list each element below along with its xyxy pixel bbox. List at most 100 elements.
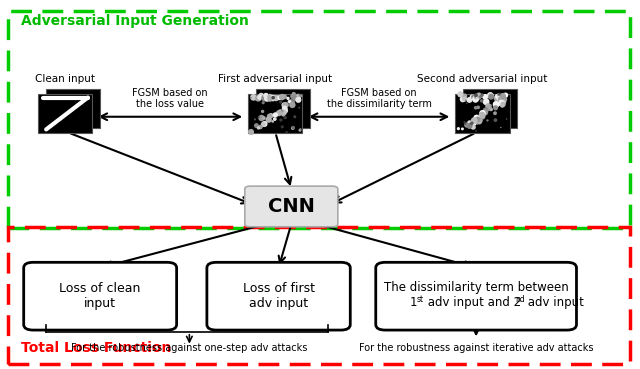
Point <box>252 123 262 128</box>
Point <box>250 117 260 123</box>
Point <box>469 120 479 126</box>
Point <box>465 97 475 103</box>
FancyBboxPatch shape <box>456 94 509 132</box>
Point <box>264 117 274 123</box>
Point <box>481 107 491 113</box>
Point <box>490 110 500 116</box>
Point <box>294 95 305 101</box>
Point <box>253 125 264 131</box>
Point <box>292 93 303 99</box>
Point <box>480 110 490 115</box>
Point <box>278 110 289 115</box>
Point <box>458 96 468 102</box>
Point <box>264 113 275 119</box>
Point <box>290 114 300 120</box>
Text: For the robustness against one-step adv attacks: For the robustness against one-step adv … <box>71 343 308 353</box>
Point <box>291 94 301 100</box>
Point <box>460 119 470 125</box>
Point <box>283 96 293 101</box>
Point <box>473 104 483 110</box>
Point <box>289 93 300 99</box>
Point <box>471 128 481 134</box>
Point <box>460 93 470 99</box>
Point <box>476 112 486 118</box>
Point <box>490 105 500 111</box>
FancyBboxPatch shape <box>245 186 338 227</box>
FancyBboxPatch shape <box>24 262 177 330</box>
FancyBboxPatch shape <box>207 262 350 330</box>
Point <box>474 92 484 98</box>
Point <box>453 126 463 132</box>
Point <box>262 96 272 101</box>
Point <box>484 105 494 111</box>
Point <box>277 124 287 130</box>
Point <box>275 94 285 100</box>
Point <box>255 124 266 130</box>
Point <box>464 97 474 103</box>
Point <box>282 129 292 135</box>
Point <box>461 122 472 128</box>
Point <box>270 112 280 118</box>
Point <box>280 107 290 113</box>
Text: Adversarial Input Generation: Adversarial Input Generation <box>20 14 248 28</box>
Point <box>287 125 298 131</box>
Point <box>274 110 284 116</box>
Point <box>271 95 281 101</box>
Text: First adversarial input: First adversarial input <box>218 75 332 85</box>
Point <box>475 94 485 100</box>
Point <box>467 94 477 100</box>
FancyBboxPatch shape <box>376 262 577 330</box>
Point <box>252 95 262 101</box>
Point <box>257 108 268 114</box>
Text: FGSM based on
the loss value: FGSM based on the loss value <box>132 88 208 109</box>
Point <box>295 127 305 133</box>
Point <box>486 93 496 99</box>
Point <box>483 117 493 123</box>
Point <box>280 106 290 111</box>
Point <box>486 106 496 112</box>
Point <box>256 93 266 99</box>
Point <box>271 95 281 101</box>
Point <box>284 99 294 104</box>
Point <box>491 101 501 107</box>
Point <box>287 99 297 105</box>
Point <box>293 97 303 103</box>
Point <box>246 95 256 101</box>
Point <box>280 94 290 100</box>
Point <box>472 95 482 101</box>
Point <box>287 102 298 108</box>
Point <box>265 94 275 100</box>
Text: adv input: adv input <box>524 296 584 309</box>
Point <box>259 121 269 127</box>
Point <box>469 94 479 100</box>
Text: Loss of first
adv input: Loss of first adv input <box>243 282 315 310</box>
FancyBboxPatch shape <box>256 89 310 128</box>
Point <box>278 112 289 118</box>
Point <box>465 120 475 126</box>
Point <box>273 95 283 101</box>
Point <box>499 97 509 103</box>
Point <box>477 92 487 98</box>
Point <box>472 94 482 100</box>
Point <box>246 129 256 135</box>
Point <box>259 121 269 127</box>
Point <box>498 101 508 107</box>
Point <box>474 118 484 124</box>
Point <box>483 103 493 109</box>
Point <box>288 93 298 99</box>
Point <box>276 117 286 123</box>
Point <box>485 93 495 99</box>
Point <box>269 116 280 122</box>
Point <box>460 96 470 102</box>
Point <box>277 94 287 100</box>
Text: Clean input: Clean input <box>35 75 95 85</box>
Point <box>296 126 306 132</box>
Point <box>481 99 491 105</box>
Text: nd: nd <box>516 294 525 304</box>
Text: Total Loss Function: Total Loss Function <box>20 341 171 355</box>
Point <box>275 109 285 115</box>
Text: Second adversarial input: Second adversarial input <box>417 75 548 85</box>
Point <box>257 115 267 121</box>
Point <box>279 102 289 108</box>
Point <box>495 96 506 102</box>
